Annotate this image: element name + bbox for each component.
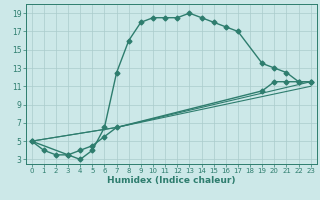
X-axis label: Humidex (Indice chaleur): Humidex (Indice chaleur)	[107, 176, 236, 185]
